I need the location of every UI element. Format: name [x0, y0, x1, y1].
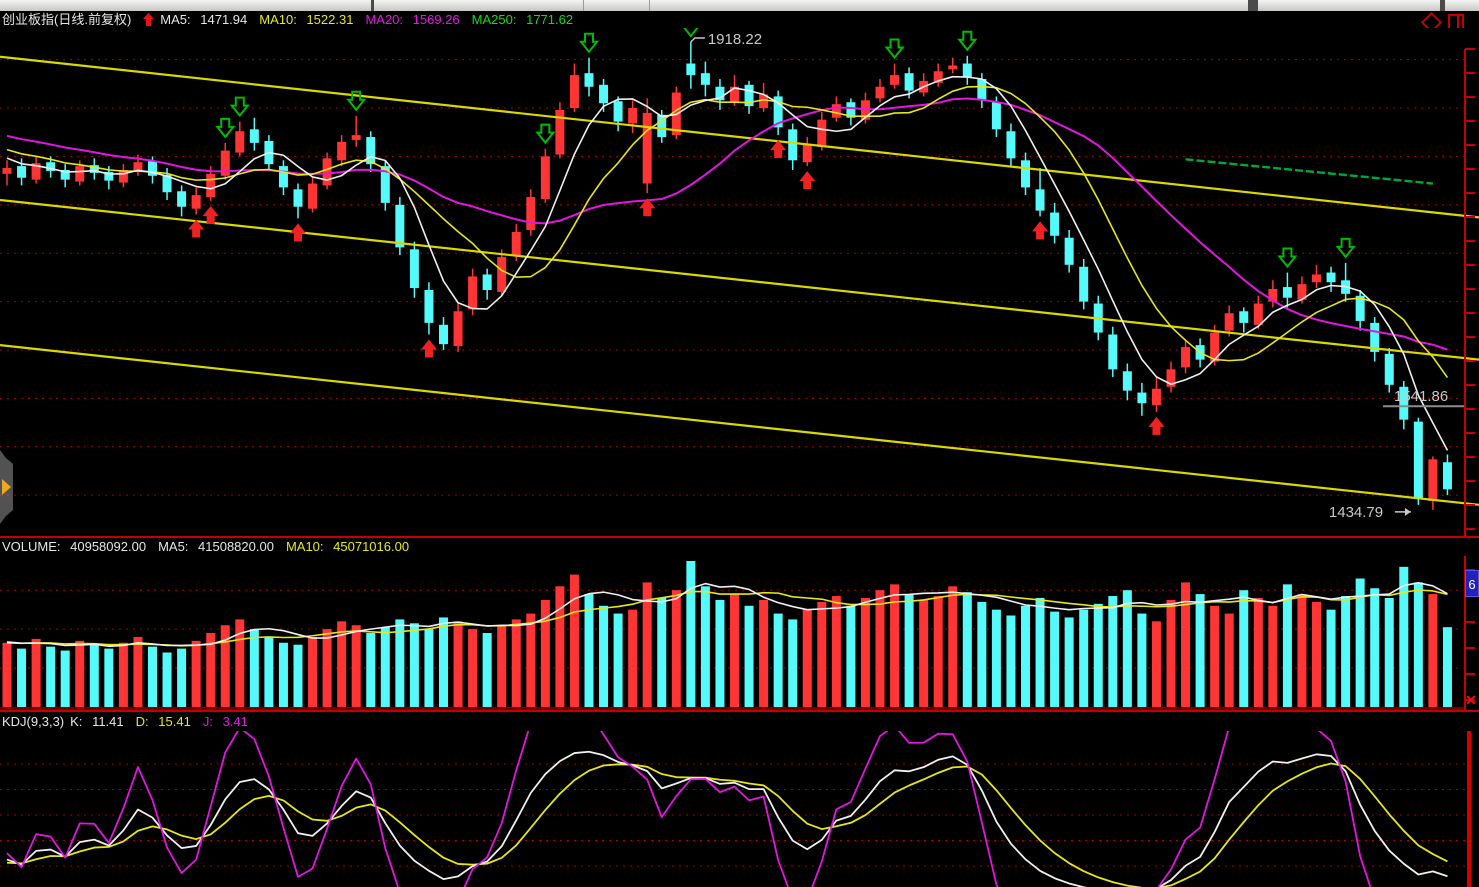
kdj-k-label: K:: [70, 714, 83, 729]
strip-seam: [649, 0, 650, 11]
vol-ma10-label: MA10:: [285, 539, 324, 554]
volume-label: VOLUME:: [2, 539, 61, 554]
kdj-j-value: 3.41: [222, 714, 248, 729]
svg-text:1434.79: 1434.79: [1329, 504, 1383, 521]
close-indicator-icon[interactable]: ✕: [1465, 692, 1477, 708]
ma20-label: MA20:: [365, 12, 404, 27]
volume-chart-canvas[interactable]: [0, 556, 1479, 710]
kdj-j-label: J:: [202, 714, 213, 729]
svg-text:1918.22: 1918.22: [708, 31, 762, 48]
volume-value: 40958092.00: [70, 539, 147, 554]
strip-notch: [371, 0, 374, 11]
kdj-label: KDJ(9,3,3): [2, 714, 65, 729]
ma10-value: 1522.31: [306, 12, 354, 27]
main-chart-canvas[interactable]: 1918.22 1541.86 1434.79: [0, 28, 1479, 536]
expand-left-panel-button[interactable]: [0, 450, 13, 524]
kdj-k-value: 11.41: [92, 714, 124, 729]
vol-ma5-value: 41508820.00: [198, 539, 274, 554]
volume-count-badge[interactable]: 6: [1465, 570, 1479, 597]
up-arrow-icon: [143, 13, 155, 30]
svg-text:1541.86: 1541.86: [1394, 388, 1448, 405]
ma20-value: 1569.26: [412, 12, 460, 27]
strip-notch: [1440, 0, 1445, 11]
ma10-label: MA10:: [259, 12, 297, 27]
volume-pane-header: VOLUME: 40958092.00 MA5: 41508820.00 MA10:…: [0, 538, 1479, 555]
strip-notch: [1248, 0, 1258, 11]
ma5-label: MA5:: [160, 12, 191, 27]
kdj-pane-header: KDJ(9,3,3) K: 11.41 D: 15.41 J: 3.41: [0, 713, 1479, 730]
pane-separator[interactable]: [0, 536, 1479, 538]
main-pane-header: 创业板指(日线.前复权) MA5: 1471.94 MA10: 1522.31 MA2…: [0, 11, 1479, 28]
ma5-value: 1471.94: [200, 12, 248, 27]
instrument-title[interactable]: 创业板指(日线.前复权): [2, 12, 132, 27]
vol-ma5-label: MA5:: [158, 539, 189, 554]
kdj-d-label: D:: [135, 714, 149, 729]
ma250-label: MA250:: [471, 12, 517, 27]
right-triangle-icon: [2, 479, 11, 495]
ma250-value: 1771.62: [526, 12, 574, 27]
strip-seam: [583, 0, 584, 11]
pane-separator[interactable]: [0, 710, 1479, 712]
vol-ma10-value: 45071016.00: [333, 539, 410, 554]
kdj-chart-canvas[interactable]: [0, 731, 1479, 887]
kdj-d-value: 15.41: [158, 714, 191, 729]
